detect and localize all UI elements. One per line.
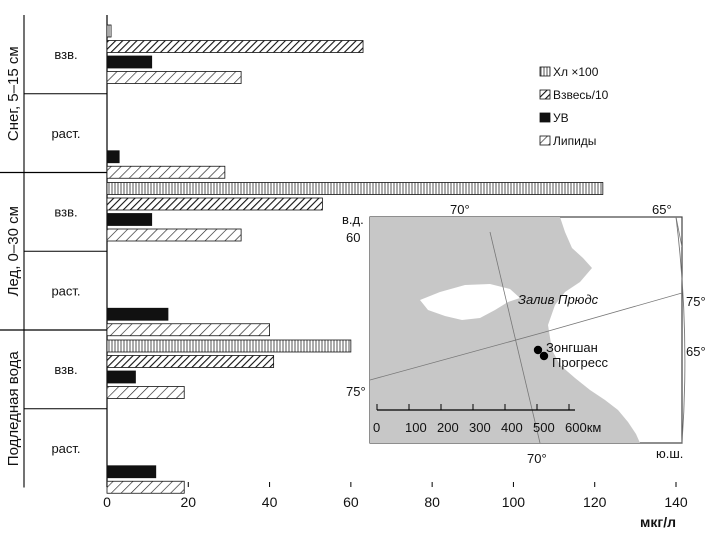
group-label: Лед, 0–30 см: [5, 206, 22, 296]
bar-chl: [106, 182, 604, 195]
scale-tick-label: 600км: [565, 420, 601, 435]
bar-uv: [106, 370, 136, 384]
x-tick-label: 40: [262, 494, 278, 510]
map-scale-bar: 0 100 200 300 400 500 600км: [373, 404, 601, 435]
scale-tick-label: 100: [405, 420, 427, 435]
bar-uv: [106, 213, 153, 226]
subgroup-label: взв.: [54, 47, 77, 62]
chart-frame: [0, 15, 108, 488]
map-sea-label: Залив Прюдс: [518, 292, 599, 307]
lon-label-bottom-70: 70°: [527, 451, 547, 466]
scale-tick-label: 400: [501, 420, 523, 435]
subgroup-label: раст.: [51, 441, 80, 456]
legend-label-uv: УВ: [553, 111, 569, 125]
bar-susp: [106, 197, 323, 211]
scale-tick-label: 300: [469, 420, 491, 435]
lon-label-top-65: 65°: [652, 202, 672, 217]
scale-tick-label: 500: [533, 420, 555, 435]
bar-susp: [106, 355, 275, 368]
lat-label-75-right: 75°: [686, 294, 706, 309]
x-axis-label: мкг/л: [640, 514, 676, 530]
station-zongshan-label: Зонгшан: [546, 340, 598, 355]
legend-label-chl: Хл ×100: [553, 65, 599, 79]
station-zongshan-marker: [533, 345, 543, 355]
subgroup-label: раст.: [51, 126, 80, 141]
lat-label-75-left: 75°: [346, 384, 366, 399]
x-tick-label: 20: [180, 494, 196, 510]
legend-swatch-susp: [539, 89, 551, 100]
x-tick-label: 60: [343, 494, 359, 510]
bar-susp: [106, 40, 364, 53]
bar-lip: [106, 323, 270, 337]
x-tick-label: 100: [502, 494, 526, 510]
land-area: [370, 217, 640, 443]
legend-swatch-uv: [539, 112, 551, 123]
bar-uv: [106, 150, 120, 164]
group-label: Снег, 5–15 см: [5, 46, 22, 141]
subgroup-label: раст.: [51, 283, 80, 298]
legend-label-lip: Липиды: [553, 134, 596, 148]
bar-lip: [106, 386, 185, 399]
x-tick-label: 80: [424, 494, 440, 510]
bar-lip: [106, 480, 185, 494]
bars-layer: [106, 24, 604, 494]
bar-uv: [106, 465, 157, 479]
scale-tick-label: 0: [373, 420, 380, 435]
bar-lip: [106, 71, 242, 84]
category-labels: Снег, 5–15 см взв. раст. Лед, 0–30 см взв. ра…: [5, 46, 81, 466]
legend: Хл ×100 Взвесь/10 УВ Липиды: [539, 65, 609, 148]
lat-south-label: ю.ш.: [656, 446, 683, 461]
legend-swatch-lip: [539, 135, 551, 146]
x-tick-label: 140: [664, 494, 688, 510]
bar-uv: [106, 307, 169, 321]
station-progress-label: Прогресс: [552, 355, 609, 370]
station-progress-marker: [539, 351, 549, 361]
bar-lip: [106, 165, 226, 179]
group-label: Подледная вода: [5, 351, 22, 467]
bar-lip: [106, 228, 242, 242]
subgroup-label: взв.: [54, 205, 77, 220]
bar-chl: [106, 339, 352, 353]
lon-east-label: в.д.: [342, 212, 364, 227]
lon-label-top-70: 70°: [450, 202, 470, 217]
x-tick-label: 0: [103, 494, 111, 510]
lat-label-65-right: 65°: [686, 344, 706, 359]
bar-chl: [106, 24, 112, 38]
subgroup-label: взв.: [54, 362, 77, 377]
inset-map: Залив Прюдс Зонгшан Прогресс 70° 65° в.д…: [342, 202, 706, 466]
x-axis: 0 20 40 60 80 100 120 140 мкг/л: [103, 482, 688, 530]
lat-label-60: 60: [346, 230, 360, 245]
bay-area: [420, 284, 520, 320]
scale-tick-label: 200: [437, 420, 459, 435]
x-tick-label: 120: [583, 494, 607, 510]
legend-swatch-chl: [539, 66, 551, 77]
bar-uv: [106, 55, 153, 69]
legend-label-susp: Взвесь/10: [553, 88, 609, 102]
